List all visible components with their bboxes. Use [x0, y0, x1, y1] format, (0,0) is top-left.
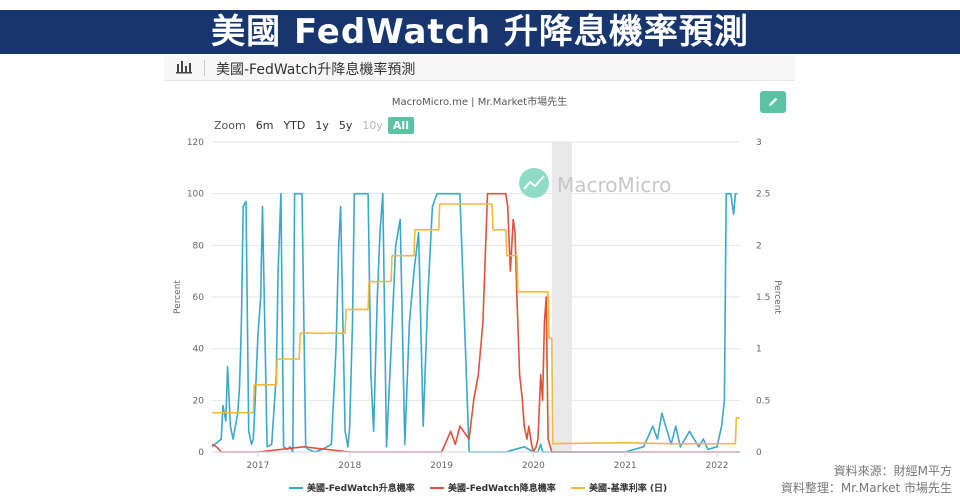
legend-label: 美國-基準利率 (日)	[589, 482, 667, 494]
y-tick-label: 20	[193, 396, 205, 406]
zoom-button-6m[interactable]: 6m	[255, 119, 274, 132]
credit-compiler: 資料整理：Mr.Market 市場先生	[780, 481, 952, 495]
y-right-tick-label: 2.5	[756, 190, 770, 200]
header-divider	[204, 60, 205, 76]
zoom-button-1y[interactable]: 1y	[315, 119, 329, 132]
series-line-2	[211, 192, 740, 453]
y-tick-label: 60	[193, 293, 205, 303]
zoom-button-ytd[interactable]: YTD	[283, 119, 306, 132]
y-tick-label: 80	[193, 241, 205, 251]
x-tick-label: 2018	[338, 461, 361, 471]
y-right-tick-label: 1.5	[756, 293, 770, 303]
legend-label: 美國-FedWatch升息機率	[307, 482, 415, 494]
y-right-tick-label: 0.5	[756, 396, 770, 406]
zoom-bar: Zoom 6m YTD 1y 5y 10y All	[214, 117, 414, 134]
shaded-band	[551, 142, 572, 452]
chart-source: MacroMicro.me | Mr.Market市場先生	[391, 97, 568, 108]
x-tick-label: 2020	[522, 461, 545, 471]
y-tick-label: 40	[193, 345, 205, 355]
zoom-button-5y[interactable]: 5y	[338, 119, 353, 132]
zoom-label: Zoom	[214, 119, 246, 132]
y-right-axis-title: Percent	[772, 280, 782, 314]
x-tick-label: 2019	[430, 461, 453, 471]
panel-title: 美國-FedWatch升降息機率預測	[216, 62, 416, 78]
y-right-tick-label: 0	[756, 448, 762, 458]
panel-header: 美國-FedWatch升降息機率預測	[164, 56, 795, 80]
credit-source: 資料來源：財經M平方	[833, 464, 952, 478]
zoom-button-all[interactable]: All	[387, 117, 414, 134]
legend: 美國-FedWatch升息機率 美國-FedWatch降息機率 美國-基準利率 (日…	[289, 482, 667, 494]
banner-title: 美國 FedWatch 升降息機率預測	[0, 10, 960, 54]
x-tick-label: 2021	[614, 461, 637, 471]
y-tick-label: 120	[187, 138, 204, 148]
y-right-tick-label: 1	[756, 345, 762, 355]
x-tick-label: 2017	[246, 461, 269, 471]
y-tick-label: 100	[187, 190, 204, 200]
legend-label: 美國-FedWatch降息機率	[448, 482, 556, 494]
series-line-1	[211, 192, 738, 453]
y-tick-label: 0	[198, 448, 204, 458]
gridlines	[212, 141, 740, 453]
zoom-button-10y: 10y	[362, 119, 383, 132]
edit-button[interactable]	[760, 91, 786, 113]
y-right-tick-label: 2	[756, 241, 762, 251]
chart-panel: 美國-FedWatch升降息機率預測 MacroMicro.me | Mr.Ma…	[164, 56, 795, 503]
pencil-icon	[769, 97, 778, 106]
bar-chart-icon	[176, 61, 192, 74]
watermark: MacroMicro	[519, 168, 671, 198]
watermark-text: MacroMicro	[557, 173, 671, 197]
y-right-tick-label: 3	[756, 138, 762, 148]
series-line-3	[212, 203, 740, 445]
x-tick-label: 2022	[706, 461, 729, 471]
banner: 美國 FedWatch 升降息機率預測	[0, 0, 960, 56]
y-axis-title: Percent	[173, 280, 183, 314]
